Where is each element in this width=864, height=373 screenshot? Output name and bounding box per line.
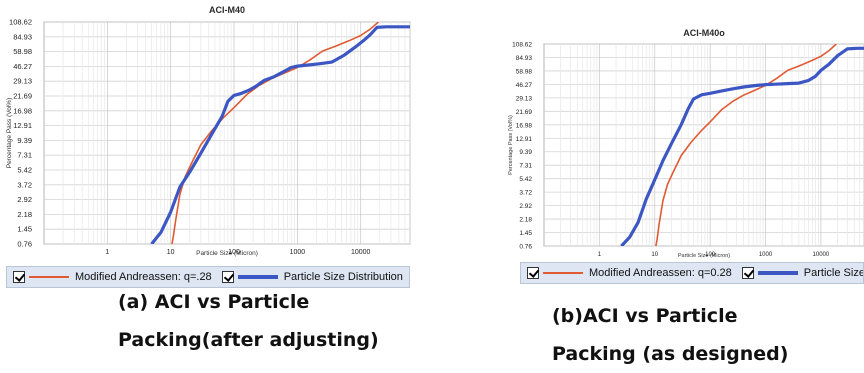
- series-psd-line-a: [150, 25, 410, 244]
- y-tick-label-a: 46.27: [13, 62, 32, 71]
- chart-panel-b: 0.76 1.45 2.18 2.92 3.72 5.42 7.31 9.39 12.91 16.…: [500, 0, 864, 290]
- x-tick-label-b: 1: [598, 252, 602, 258]
- y-tick-label-b: 3.72: [519, 190, 532, 197]
- y-tick-label-b: 0.76: [519, 244, 532, 251]
- caption-b: (b)ACI vs Particle Packing (as designed): [552, 297, 788, 373]
- legend-a-swatch-1: [29, 276, 69, 278]
- legend-b-label-1: Modified Andreassen: q=0.28: [589, 267, 732, 279]
- y-tick-label-a: 21.69: [13, 92, 32, 101]
- chart-title-b: ACI-M40o: [683, 28, 725, 38]
- y-tick-label-a: 16.98: [13, 106, 32, 115]
- y-tick-label-b: 29.13: [516, 95, 533, 102]
- y-tick-label-a: 12.91: [13, 121, 32, 130]
- y-tick-label-b: 84.93: [516, 55, 533, 62]
- series-andreassen-line-b: [655, 44, 837, 246]
- y-tick-label-b: 46.27: [516, 82, 533, 89]
- y-tick-label-a: 58.98: [13, 47, 32, 56]
- legend-a-checkbox-1[interactable]: [13, 271, 25, 283]
- y-tick-label-b: 16.98: [516, 122, 533, 129]
- y-axis-label-a: Percentage Pass (Vol%): [6, 98, 13, 168]
- x-tick-label-a: 10000: [351, 249, 371, 256]
- chart-panel-a: 0.76 1.45 2.18 2.92 3.72 5.42 7.31 9.39 12.91 16.…: [0, 0, 430, 290]
- caption-b-line-1: (b)ACI vs Particle: [552, 305, 738, 327]
- legend-b: Modified Andreassen: q=0.28 Particle Siz…: [520, 262, 864, 284]
- y-tick-label-a: 0.76: [17, 240, 32, 249]
- x-tick-label-a: 1: [105, 249, 109, 256]
- y-tick-label-b: 108.62: [512, 42, 532, 49]
- chart-b: 0.76 1.45 2.18 2.92 3.72 5.42 7.31 9.39 12.91 16.…: [508, 28, 864, 259]
- x-tick-label-b: 10: [651, 252, 658, 258]
- caption-a-line-2: Packing(after adjusting): [118, 329, 379, 351]
- y-tick-label-b: 9.39: [519, 149, 532, 156]
- y-tick-label-b: 12.91: [516, 136, 533, 143]
- chart-title-a: ACI-M40: [209, 5, 245, 15]
- y-tick-label-a: 7.31: [17, 151, 32, 160]
- y-tick-label-a: 29.13: [13, 77, 32, 86]
- chart-a: 0.76 1.45 2.18 2.92 3.72 5.42 7.31 9.39 12.91 16.…: [6, 5, 411, 257]
- series-psd-line-b: [620, 46, 864, 246]
- legend-b-label-2: Particle Size Distribution: [803, 267, 864, 279]
- y-tick-label-a: 9.39: [17, 136, 32, 145]
- y-tick-label-b: 58.98: [516, 68, 533, 75]
- legend-b-swatch-2: [757, 271, 798, 275]
- y-axis-label-b: Percentage Pass (Vol%): [508, 115, 514, 175]
- x-tick-label-a: 1000: [290, 249, 306, 256]
- caption-b-line-2: Packing (as designed): [552, 343, 789, 365]
- x-tick-label-b: 100: [705, 252, 716, 258]
- legend-b-checkbox-1[interactable]: [527, 267, 539, 279]
- legend-b-swatch-1: [543, 272, 583, 274]
- x-tick-label-a: 100: [228, 249, 240, 256]
- y-tick-label-b: 21.69: [516, 109, 533, 116]
- legend-a-swatch-2: [237, 275, 278, 279]
- y-tick-label-b: 5.42: [519, 176, 532, 183]
- x-tick-label-b: 10000: [813, 252, 830, 258]
- x-axis-label-a: Particle Size (Micron): [196, 250, 258, 257]
- y-tick-label-a: 108.62: [9, 18, 32, 27]
- y-tick-label-a: 2.18: [17, 210, 32, 219]
- y-tick-label-b: 2.18: [519, 217, 532, 224]
- legend-a: Modified Andreassen: q=.28 Particle Size…: [6, 266, 410, 288]
- caption-a-line-1: (a) ACI vs Particle: [118, 291, 310, 313]
- y-tick-label-a: 5.42: [17, 166, 32, 175]
- x-axis-label-b: Particle Size (Micron): [678, 253, 730, 259]
- y-tick-label-b: 2.92: [519, 203, 532, 210]
- y-tick-label-a: 3.72: [17, 180, 32, 189]
- y-tick-label-b: 1.45: [519, 230, 532, 237]
- legend-b-checkbox-2[interactable]: [741, 267, 754, 279]
- legend-a-label-2: Particle Size Distribution: [283, 271, 403, 283]
- legend-a-label-1: Modified Andreassen: q=.28: [75, 271, 212, 283]
- y-tick-label-a: 84.93: [13, 32, 32, 41]
- plot-area-a: [43, 21, 411, 245]
- x-tick-label-a: 10: [167, 249, 175, 256]
- y-tick-label-a: 1.45: [17, 225, 32, 234]
- y-tick-label-a: 2.92: [17, 195, 32, 204]
- x-tick-label-b: 1000: [759, 252, 773, 258]
- caption-a: (a) ACI vs Particle Packing(after adjust…: [118, 283, 379, 359]
- y-tick-label-b: 7.31: [519, 163, 532, 170]
- legend-a-checkbox-2[interactable]: [221, 271, 234, 283]
